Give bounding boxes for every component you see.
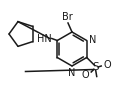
Text: O: O (104, 61, 111, 70)
Text: N: N (68, 69, 75, 78)
Text: O: O (81, 69, 89, 80)
Text: HN: HN (37, 33, 51, 44)
Text: S: S (92, 63, 99, 72)
Text: Br: Br (62, 11, 72, 22)
Text: N: N (89, 35, 97, 45)
